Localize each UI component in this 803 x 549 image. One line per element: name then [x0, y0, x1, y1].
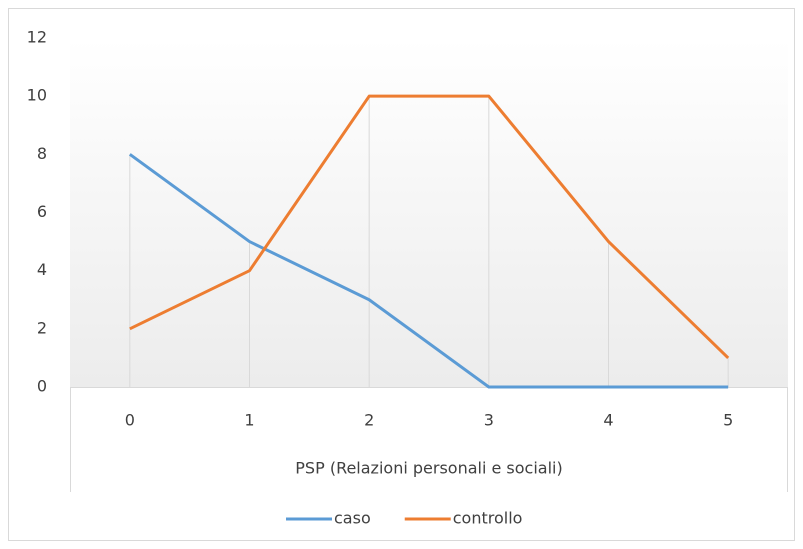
x-tick-label: 5 [723, 411, 733, 430]
x-axis-title: PSP (Relazioni personali e sociali) [295, 459, 562, 478]
y-tick-label: 10 [27, 86, 47, 105]
y-tick-label: 4 [37, 260, 47, 279]
series-line [129, 94, 730, 359]
x-tick-label: 2 [364, 411, 374, 430]
x-tick-label: 4 [603, 411, 613, 430]
plot-area [70, 38, 788, 387]
x-tick-label: 0 [125, 411, 135, 430]
legend-label: controllo [453, 509, 523, 528]
y-tick-label: 2 [37, 318, 47, 337]
series-line [128, 153, 729, 389]
y-tick-label: 12 [27, 28, 47, 47]
legend-label: caso [334, 509, 371, 528]
x-tick-label: 3 [484, 411, 494, 430]
y-tick-label: 8 [37, 144, 47, 163]
y-tick-label: 6 [37, 202, 47, 221]
y-tick-label: 0 [37, 377, 47, 396]
x-tick-label: 1 [244, 411, 254, 430]
